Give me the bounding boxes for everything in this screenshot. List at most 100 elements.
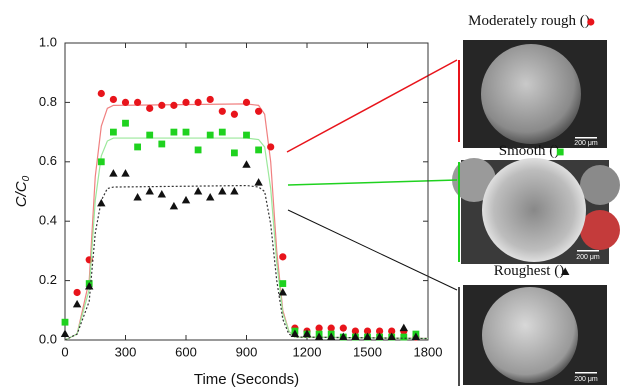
particle — [482, 287, 578, 383]
particle — [482, 158, 586, 262]
point — [158, 101, 166, 109]
particle — [481, 44, 581, 144]
point — [109, 95, 117, 104]
point — [290, 329, 300, 338]
point — [133, 192, 142, 201]
point — [230, 187, 239, 195]
connector — [287, 209, 458, 291]
scale-bar — [575, 137, 597, 139]
point — [327, 324, 335, 332]
point — [193, 187, 203, 195]
x-tick-label: 900 — [236, 344, 258, 359]
point — [376, 327, 384, 335]
point — [327, 332, 336, 341]
point — [279, 253, 287, 261]
x-tick-label: 1500 — [353, 344, 382, 359]
point — [339, 332, 348, 341]
point — [73, 288, 81, 297]
x-tick-label: 1200 — [293, 344, 322, 359]
x-axis-label: Time (Seconds) — [194, 371, 299, 388]
point — [146, 131, 154, 139]
point — [97, 89, 105, 98]
legend-marker — [556, 148, 564, 156]
y-tick-label: 0.8 — [39, 94, 57, 109]
legend-marker — [561, 267, 570, 275]
point — [169, 201, 179, 210]
point — [302, 329, 312, 338]
point — [279, 280, 287, 287]
point — [243, 131, 250, 139]
point — [399, 323, 408, 332]
x-tick-label: 300 — [115, 344, 137, 359]
particle — [452, 158, 496, 202]
point — [181, 195, 191, 204]
particle — [580, 210, 620, 250]
point — [134, 143, 141, 151]
point — [85, 282, 94, 290]
point — [218, 187, 227, 195]
fit-line — [64, 137, 429, 341]
point — [375, 332, 384, 341]
y-tick-label: 1.0 — [39, 34, 57, 49]
legend-marker — [587, 18, 595, 26]
point — [388, 327, 396, 335]
point — [218, 128, 226, 136]
scale-bar — [575, 372, 597, 374]
y-axis-label-sub: 0 — [21, 175, 32, 181]
y-tick-label: 0.6 — [39, 153, 57, 168]
legend-marker — [561, 267, 570, 275]
x-tick-label: 600 — [175, 344, 197, 359]
point — [315, 324, 323, 332]
x-tick-label: 1800 — [414, 344, 443, 359]
point — [206, 192, 215, 201]
scale-label: 200 μm — [574, 376, 598, 383]
point — [351, 332, 360, 341]
point — [387, 332, 396, 341]
point — [72, 299, 82, 308]
point — [121, 98, 130, 106]
point — [121, 169, 130, 177]
point — [97, 158, 105, 166]
point — [194, 146, 202, 154]
fit-line — [64, 103, 429, 341]
point — [278, 287, 287, 296]
point — [206, 131, 214, 139]
point — [122, 119, 129, 127]
point — [242, 160, 251, 168]
point — [157, 189, 166, 198]
point — [60, 329, 70, 338]
point — [182, 98, 190, 106]
y-axis-label: C/C0 — [13, 175, 32, 207]
legend-text: Roughest ( — [494, 263, 559, 279]
x-tick-label: 0 — [61, 344, 68, 359]
point — [254, 178, 263, 186]
point — [314, 332, 324, 341]
fit-line — [64, 184, 429, 341]
y-axis-label-main: C/C — [13, 181, 30, 207]
point — [146, 104, 154, 112]
connector — [286, 59, 458, 153]
point — [61, 318, 69, 326]
legend-label: Moderately rough () — [468, 13, 590, 29]
legend-label: Roughest () — [494, 263, 564, 279]
point — [134, 98, 142, 106]
point — [170, 128, 178, 136]
point — [110, 128, 117, 136]
point — [182, 128, 190, 136]
point — [145, 187, 154, 195]
legend-label: Smooth () — [499, 143, 559, 159]
point — [351, 327, 359, 335]
scale-label: 200 μm — [574, 140, 598, 147]
point — [255, 146, 262, 154]
y-tick-label: 0.2 — [39, 272, 57, 287]
plot-frame — [64, 42, 429, 341]
point — [194, 98, 202, 106]
connector — [287, 179, 458, 186]
y-tick-label: 0.4 — [39, 213, 57, 228]
point — [255, 107, 263, 115]
point — [170, 101, 178, 109]
point — [400, 333, 408, 341]
point — [267, 143, 275, 151]
